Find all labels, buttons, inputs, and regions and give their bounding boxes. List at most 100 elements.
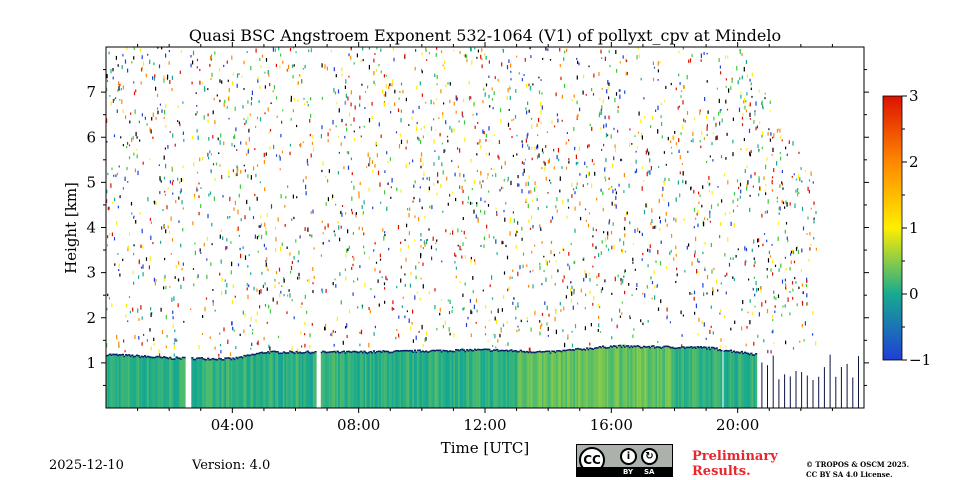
heatmap-pixel <box>290 99 292 102</box>
heatmap-pixel <box>340 142 342 146</box>
heatmap-pixel <box>196 188 198 192</box>
boundary-layer-top <box>736 351 739 353</box>
heatmap-pixel <box>553 253 555 257</box>
heatmap-pixel <box>175 265 177 269</box>
heatmap-pixel <box>435 248 437 251</box>
boundary-layer-top <box>488 348 491 351</box>
heatmap-pixel <box>332 194 334 198</box>
heatmap-column <box>573 349 576 408</box>
boundary-layer-top <box>753 354 756 356</box>
heatmap-pixel <box>375 261 378 264</box>
heatmap-pixel <box>646 285 648 289</box>
heatmap-pixel <box>246 287 248 291</box>
heatmap-column <box>687 346 690 408</box>
heatmap-pixel <box>304 333 306 336</box>
heatmap-column <box>669 347 672 408</box>
boundary-layer-top <box>298 351 301 354</box>
heatmap-pixel <box>214 120 216 125</box>
heatmap-pixel <box>449 232 451 235</box>
heatmap-pixel <box>210 78 212 80</box>
heatmap-pixel <box>523 162 525 165</box>
heatmap-pixel <box>228 117 230 120</box>
heatmap-pixel <box>571 343 574 348</box>
heatmap-pixel <box>153 76 156 81</box>
heatmap-pixel <box>465 237 467 239</box>
heatmap-pixel <box>242 310 244 315</box>
heatmap-pixel <box>726 272 728 276</box>
heatmap-pixel <box>210 58 213 61</box>
heatmap-column <box>571 349 575 408</box>
heatmap-pixel <box>122 85 124 90</box>
heatmap-pixel <box>182 207 184 210</box>
heatmap-pixel <box>138 318 140 321</box>
heatmap-column <box>477 348 480 408</box>
heatmap-pixel <box>539 331 541 336</box>
heatmap-pixel <box>467 316 469 320</box>
heatmap-pixel <box>488 319 490 322</box>
heatmap-pixel <box>778 206 780 210</box>
heatmap-pixel <box>234 106 236 111</box>
heatmap-pixel <box>446 135 449 138</box>
heatmap-pixel <box>206 236 208 241</box>
heatmap-pixel <box>480 144 482 149</box>
heatmap-column <box>633 345 636 408</box>
heatmap-pixel <box>436 192 438 196</box>
heatmap-pixel <box>665 266 668 269</box>
boundary-layer-top <box>170 358 173 360</box>
heatmap-pixel <box>692 131 694 136</box>
heatmap-pixel <box>538 90 541 95</box>
heatmap-column <box>639 346 642 408</box>
heatmap-pixel <box>405 97 407 102</box>
heatmap-column <box>789 376 791 408</box>
heatmap-pixel <box>694 311 696 315</box>
heatmap-pixel <box>124 176 126 181</box>
heatmap-pixel <box>231 321 233 325</box>
heatmap-pixel <box>228 87 230 93</box>
heatmap-pixel <box>259 58 261 61</box>
heatmap-pixel <box>505 202 507 205</box>
heatmap-pixel <box>127 247 129 252</box>
boundary-layer-top <box>614 345 617 347</box>
heatmap-pixel <box>745 109 747 113</box>
heatmap-pixel <box>106 342 108 348</box>
x-tick-label: 08:00 <box>337 416 380 434</box>
heatmap-pixel <box>801 283 803 287</box>
heatmap-pixel <box>568 139 570 142</box>
heatmap-pixel <box>219 140 221 145</box>
boundary-layer-top <box>552 350 556 353</box>
heatmap-pixel <box>599 98 601 101</box>
heatmap-pixel <box>459 185 461 188</box>
heatmap-pixel <box>161 47 163 50</box>
heatmap-pixel <box>784 278 786 282</box>
heatmap-pixel <box>538 153 540 158</box>
heatmap-pixel <box>707 181 709 184</box>
heatmap-pixel <box>133 81 135 84</box>
heatmap-column <box>575 348 578 408</box>
heatmap-pixel <box>785 340 787 345</box>
heatmap-pixel <box>600 127 602 130</box>
heatmap-pixel <box>623 173 625 178</box>
boundary-layer-top <box>218 357 221 360</box>
heatmap-pixel <box>436 83 438 86</box>
heatmap-pixel <box>454 261 456 264</box>
heatmap-pixel <box>212 163 215 166</box>
boundary-layer-top <box>609 345 612 347</box>
heatmap-pixel <box>785 268 787 271</box>
heatmap-pixel <box>551 275 553 280</box>
heatmap-pixel <box>257 79 259 83</box>
heatmap-pixel <box>136 136 138 139</box>
heatmap-pixel <box>182 262 184 266</box>
heatmap-column <box>661 346 665 408</box>
heatmap-pixel <box>495 173 497 178</box>
heatmap-pixel <box>433 183 435 186</box>
boundary-layer-top <box>565 349 568 352</box>
heatmap-column <box>582 348 586 408</box>
heatmap-pixel <box>214 346 216 350</box>
heatmap-pixel <box>510 78 512 81</box>
boundary-layer-top <box>284 352 287 354</box>
heatmap-pixel <box>521 140 523 143</box>
heatmap-pixel <box>596 197 598 201</box>
heatmap-pixel <box>680 310 682 315</box>
heatmap-pixel <box>576 115 578 120</box>
heatmap-pixel <box>751 95 753 98</box>
